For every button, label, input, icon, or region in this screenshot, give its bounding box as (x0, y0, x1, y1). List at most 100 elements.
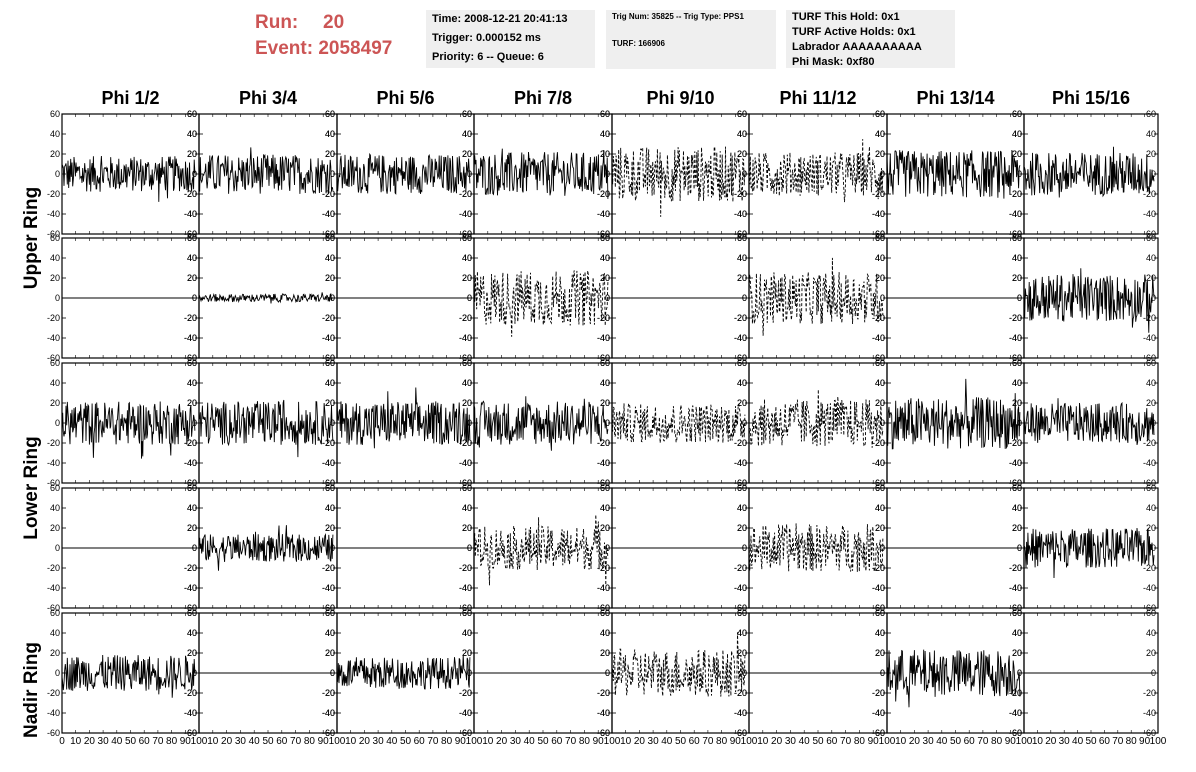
y-tick-label: -20 (1009, 438, 1022, 448)
x-tick-label: 70 (977, 736, 989, 747)
y-tick-label: -60 (734, 728, 747, 738)
y-tick-label: -20 (872, 313, 885, 323)
y-tick-label: 60 (1146, 483, 1156, 493)
y-tick-label: -20 (47, 313, 60, 323)
x-tick-label: 90 (1139, 736, 1151, 747)
y-tick-label: -60 (322, 353, 335, 363)
y-tick-label: -40 (597, 333, 610, 343)
y-tick-label: -40 (1143, 708, 1156, 718)
y-tick-label: 0 (605, 543, 610, 553)
waveform-trace (198, 399, 334, 458)
y-tick-label: 20 (462, 273, 472, 283)
y-tick-label: -20 (872, 438, 885, 448)
y-tick-label: 20 (737, 398, 747, 408)
y-tick-label: 60 (1012, 233, 1022, 243)
y-tick-label: -20 (734, 313, 747, 323)
ring-label: Nadir Ring (21, 642, 42, 738)
y-tick-label: 60 (875, 483, 885, 493)
column-header: Phi 13/14 (916, 88, 994, 108)
y-tick-label: 20 (462, 398, 472, 408)
y-tick-label: -20 (734, 688, 747, 698)
y-tick-label: 20 (187, 398, 197, 408)
y-tick-label: -40 (322, 708, 335, 718)
time-text: Time: 2008-12-21 20:41:13 (432, 13, 568, 25)
y-tick-label: -60 (322, 229, 335, 239)
event-label: Event: (255, 38, 314, 59)
y-tick-label: 40 (462, 503, 472, 513)
y-tick-label: 40 (1012, 129, 1022, 139)
y-tick-label: 40 (875, 378, 885, 388)
y-tick-label: 20 (875, 523, 885, 533)
y-tick-label: -40 (322, 708, 335, 718)
waveform-trace (61, 155, 196, 202)
y-tick-label: 60 (462, 358, 472, 368)
trigger-text: Trigger: 0.000152 ms (432, 32, 541, 44)
y-tick-label: -20 (322, 313, 335, 323)
x-tick-label: 30 (235, 736, 247, 747)
y-tick-label: 40 (875, 253, 885, 263)
y-tick-label: -40 (872, 708, 885, 718)
y-tick-label: -60 (597, 353, 610, 363)
y-tick-label: 40 (462, 253, 472, 263)
y-tick-label: 20 (462, 149, 472, 159)
y-tick-label: -60 (734, 229, 747, 239)
y-tick-label: -40 (1009, 209, 1022, 219)
y-tick-label: -20 (734, 189, 747, 199)
y-tick-label: 0 (330, 169, 335, 179)
y-tick-label: 60 (737, 483, 747, 493)
y-tick-label: -40 (597, 708, 610, 718)
priority-text: Priority: 6 -- Queue: 6 (432, 51, 544, 63)
turf-info-box: TURF This Hold: 0x1 TURF Active Holds: 0… (786, 10, 955, 68)
run-label: Run: (255, 12, 299, 33)
y-tick-label: -20 (322, 563, 335, 573)
y-tick-label: -60 (322, 603, 335, 613)
turf-active-holds-text: TURF Active Holds: 0x1 (792, 26, 916, 38)
y-tick-label: 0 (605, 418, 610, 428)
y-tick-label: -40 (184, 708, 197, 718)
y-tick-label: 0 (467, 668, 472, 678)
y-tick-label: -60 (872, 603, 885, 613)
y-tick-label: -60 (322, 478, 335, 488)
y-tick-label: -20 (184, 313, 197, 323)
y-tick-label: 40 (875, 253, 885, 263)
y-tick-label: 0 (1017, 668, 1022, 678)
y-tick-label: 60 (1146, 233, 1156, 243)
y-tick-label: 40 (875, 628, 885, 638)
y-tick-label: 20 (50, 398, 60, 408)
y-tick-label: 0 (55, 169, 60, 179)
y-tick-label: -40 (1009, 458, 1022, 468)
y-tick-label: -60 (47, 229, 60, 239)
y-tick-label: 60 (1012, 109, 1022, 119)
y-tick-label: -20 (872, 688, 885, 698)
y-tick-label: 40 (1012, 253, 1022, 263)
y-tick-label: 60 (875, 608, 885, 618)
y-tick-label: 40 (600, 378, 610, 388)
x-tick-label: 40 (936, 736, 948, 747)
y-tick-label: -60 (322, 728, 335, 738)
y-tick-label: -40 (459, 333, 472, 343)
y-tick-label: 20 (875, 398, 885, 408)
y-tick-label: 20 (875, 273, 885, 283)
y-tick-label: -60 (322, 603, 335, 613)
waveform-trace (1023, 527, 1155, 579)
y-tick-label: 40 (600, 129, 610, 139)
y-tick-label: 60 (325, 109, 335, 119)
y-tick-label: 0 (330, 293, 335, 303)
x-tick-label: 50 (675, 736, 687, 747)
y-tick-label: -40 (872, 209, 885, 219)
y-tick-label: 20 (737, 273, 747, 283)
y-tick-label: 40 (1012, 503, 1022, 513)
y-tick-label: -40 (1143, 209, 1156, 219)
y-tick-label: -40 (734, 583, 747, 593)
x-tick-label: 60 (964, 736, 976, 747)
y-tick-label: -20 (459, 189, 472, 199)
time-info-box: Time: 2008-12-21 20:41:13 Trigger: 0.000… (426, 10, 595, 68)
y-tick-label: -40 (734, 708, 747, 718)
y-tick-label: -60 (734, 229, 747, 239)
y-tick-label: -40 (47, 708, 60, 718)
y-tick-label: -20 (597, 189, 610, 199)
y-tick-label: -40 (1143, 583, 1156, 593)
x-tick-label: 60 (276, 736, 288, 747)
y-tick-label: -20 (1009, 438, 1022, 448)
y-tick-label: -40 (184, 708, 197, 718)
